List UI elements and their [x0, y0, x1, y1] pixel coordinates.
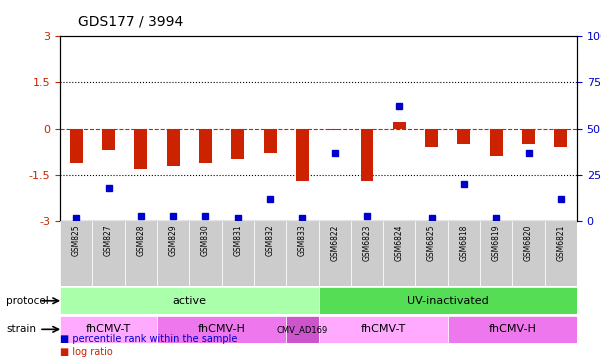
FancyBboxPatch shape [415, 221, 448, 286]
FancyBboxPatch shape [480, 221, 512, 286]
FancyBboxPatch shape [157, 316, 286, 343]
Bar [361, 129, 373, 181]
Text: strain: strain [6, 324, 36, 335]
Text: GSM832: GSM832 [266, 225, 275, 256]
FancyBboxPatch shape [545, 221, 577, 286]
Bar [457, 129, 471, 144]
FancyBboxPatch shape [319, 221, 351, 286]
FancyBboxPatch shape [512, 221, 545, 286]
FancyBboxPatch shape [157, 221, 189, 286]
Bar [393, 122, 406, 129]
Bar [199, 129, 212, 162]
Text: GSM6820: GSM6820 [524, 225, 533, 261]
Text: fhCMV-H: fhCMV-H [198, 324, 246, 335]
Text: GSM827: GSM827 [104, 225, 113, 256]
Text: GSM833: GSM833 [298, 225, 307, 256]
Bar [328, 129, 341, 130]
FancyBboxPatch shape [286, 221, 319, 286]
FancyBboxPatch shape [448, 316, 577, 343]
Bar [296, 129, 309, 181]
Bar [490, 129, 502, 156]
Text: GSM6819: GSM6819 [492, 225, 501, 261]
Bar [522, 129, 535, 144]
Text: protocol: protocol [6, 296, 49, 306]
Text: GSM831: GSM831 [233, 225, 242, 256]
Bar [231, 129, 244, 160]
FancyBboxPatch shape [60, 287, 319, 314]
Bar [166, 129, 180, 166]
FancyBboxPatch shape [351, 221, 383, 286]
Text: UV-inactivated: UV-inactivated [407, 296, 489, 306]
FancyBboxPatch shape [286, 316, 319, 343]
FancyBboxPatch shape [189, 221, 222, 286]
FancyBboxPatch shape [319, 316, 448, 343]
FancyBboxPatch shape [222, 221, 254, 286]
Text: GSM828: GSM828 [136, 225, 145, 256]
Text: GSM6825: GSM6825 [427, 225, 436, 261]
Text: GSM830: GSM830 [201, 225, 210, 256]
Text: GSM6824: GSM6824 [395, 225, 404, 261]
Text: GSM6821: GSM6821 [557, 225, 566, 261]
FancyBboxPatch shape [60, 221, 93, 286]
Bar [102, 129, 115, 150]
Text: ■ percentile rank within the sample: ■ percentile rank within the sample [60, 334, 237, 344]
Text: fhCMV-T: fhCMV-T [361, 324, 406, 335]
Text: GSM829: GSM829 [169, 225, 178, 256]
Bar [554, 129, 567, 147]
Text: GDS177 / 3994: GDS177 / 3994 [78, 14, 183, 28]
Text: CMV_AD169: CMV_AD169 [276, 325, 328, 334]
Text: active: active [172, 296, 206, 306]
FancyBboxPatch shape [60, 316, 157, 343]
Text: fhCMV-T: fhCMV-T [86, 324, 131, 335]
Bar [135, 129, 147, 169]
Text: fhCMV-H: fhCMV-H [489, 324, 536, 335]
Text: ■ log ratio: ■ log ratio [60, 347, 113, 357]
FancyBboxPatch shape [448, 221, 480, 286]
FancyBboxPatch shape [254, 221, 286, 286]
Text: GSM825: GSM825 [72, 225, 81, 256]
Text: GSM6818: GSM6818 [459, 225, 468, 261]
FancyBboxPatch shape [319, 287, 577, 314]
Bar [70, 129, 83, 162]
Bar [264, 129, 276, 153]
Text: GSM6823: GSM6823 [362, 225, 371, 261]
Bar [425, 129, 438, 147]
FancyBboxPatch shape [93, 221, 124, 286]
Text: GSM6822: GSM6822 [330, 225, 339, 261]
FancyBboxPatch shape [124, 221, 157, 286]
FancyBboxPatch shape [383, 221, 415, 286]
